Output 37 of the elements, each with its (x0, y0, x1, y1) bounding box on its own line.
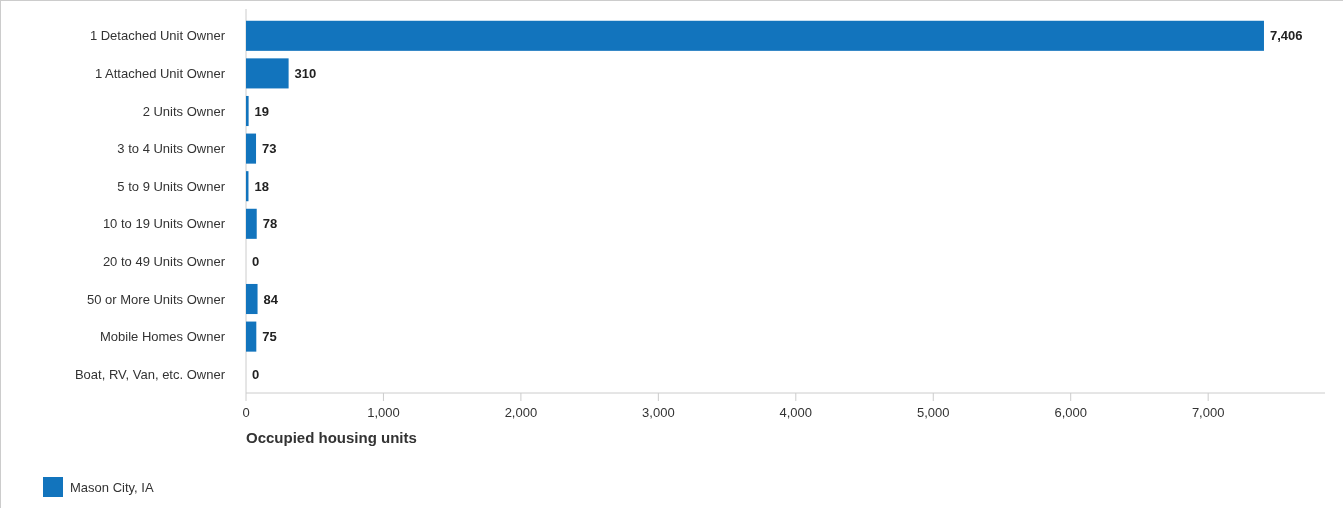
x-tick-label: 5,000 (916, 405, 950, 420)
x-tick-label: 2,000 (504, 405, 538, 420)
y-tick-label: 20 to 49 Units Owner (102, 253, 226, 269)
x-tick-label: 7,000 (1191, 405, 1225, 420)
x-tick-label: 6,000 (1054, 405, 1087, 420)
bar (246, 20, 1264, 51)
y-tick-label: 3 to 4 Units Owner (117, 141, 226, 157)
x-axis-title: Occupied housing units (246, 429, 417, 446)
x-tick-label: 0 (242, 405, 250, 420)
x-tick-label: 4,000 (779, 405, 813, 420)
data-label: 18 (254, 178, 269, 194)
bar (246, 133, 257, 164)
bar (246, 321, 257, 352)
data-label: 0 (252, 253, 260, 269)
legend-label: Mason City, IA (70, 479, 154, 495)
data-label: 73 (262, 141, 277, 157)
data-label: 19 (254, 103, 270, 119)
y-tick-label: 5 to 9 Units Owner (117, 178, 226, 194)
y-tick-label: 1 Attached Unit Owner (94, 65, 226, 81)
y-tick-label: 2 Units Owner (142, 103, 226, 119)
data-label: 75 (262, 329, 277, 345)
x-tick-label: 1,000 (367, 405, 400, 420)
data-label: 310 (294, 65, 317, 81)
y-tick-label: Mobile Homes Owner (100, 329, 226, 345)
y-tick-label: 50 or More Units Owner (87, 291, 226, 307)
data-label: 84 (263, 291, 279, 307)
bar (246, 58, 289, 89)
y-tick-label: 1 Detached Unit Owner (89, 28, 226, 44)
data-label: 78 (262, 216, 278, 232)
bar (246, 283, 258, 315)
data-label: 0 (252, 366, 260, 382)
bar (246, 95, 249, 127)
x-tick-label: 3,000 (642, 405, 675, 420)
y-tick-label: 10 to 19 Units Owner (102, 216, 226, 232)
bar (246, 208, 257, 239)
y-tick-label: Boat, RV, Van, etc. Owner (74, 366, 226, 382)
data-label: 7,406 (1269, 28, 1303, 44)
